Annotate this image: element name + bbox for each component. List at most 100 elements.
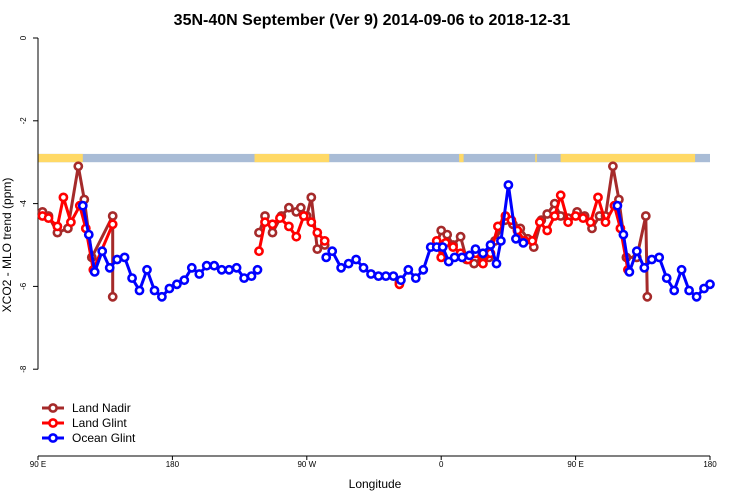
- y-tick-label: -2: [19, 117, 28, 125]
- data-point: [478, 248, 488, 259]
- data-point: [89, 266, 100, 277]
- data-point: [295, 202, 306, 213]
- legend-label: Land Nadir: [72, 401, 131, 415]
- data-point: [312, 244, 323, 254]
- y-tick-label: -6: [19, 282, 28, 290]
- series-line: [615, 205, 711, 299]
- data-point: [600, 217, 611, 228]
- data-point: [83, 229, 94, 240]
- data-point: [448, 242, 458, 252]
- y-tick-label: 0: [19, 35, 28, 40]
- data-point: [654, 252, 665, 263]
- data-point: [518, 237, 529, 248]
- axes: 0 -2 -4 -6 -8 90 E 180 90 W 0 90 E 180: [19, 35, 717, 469]
- data-point: [142, 264, 152, 275]
- data-point: [470, 244, 481, 254]
- data-point: [104, 262, 115, 273]
- data-point: [418, 264, 429, 275]
- data-point: [97, 246, 108, 257]
- data-point: [252, 264, 263, 275]
- x-tick-label: 180: [703, 460, 717, 469]
- data-point: [457, 252, 467, 263]
- land-band-segment: [535, 153, 537, 163]
- data-point: [570, 211, 581, 221]
- data-point: [231, 262, 242, 273]
- data-point: [291, 231, 302, 242]
- land-band-segment: [254, 153, 330, 163]
- data-point: [306, 192, 317, 203]
- land-band-segment: [560, 153, 696, 163]
- legend-label: Ocean Glint: [72, 431, 136, 445]
- legend-marker: [48, 403, 58, 413]
- data-point: [455, 231, 466, 242]
- series-layer: [37, 161, 715, 302]
- data-point: [127, 273, 137, 283]
- data-point: [388, 271, 399, 281]
- land-ocean-band: [38, 153, 710, 163]
- data-point: [107, 291, 118, 302]
- x-tick-label: 90 E: [567, 460, 583, 469]
- data-point: [492, 221, 503, 232]
- data-point: [107, 211, 118, 221]
- data-point: [283, 221, 294, 232]
- data-point: [283, 202, 294, 213]
- land-band-segment: [38, 153, 83, 163]
- x-axis-label: Longitude: [349, 477, 402, 491]
- data-point: [661, 273, 672, 283]
- data-point: [618, 229, 629, 240]
- data-point: [156, 291, 167, 302]
- data-point: [201, 260, 212, 271]
- data-point: [194, 269, 205, 279]
- data-point: [691, 291, 702, 302]
- data-point: [164, 283, 175, 294]
- data-point: [298, 211, 309, 221]
- data-point: [343, 258, 354, 269]
- data-point: [527, 235, 538, 246]
- data-point: [542, 225, 553, 236]
- data-point: [239, 273, 249, 283]
- data-point: [395, 275, 406, 286]
- data-point: [254, 246, 264, 257]
- series-line: [435, 164, 649, 297]
- data-point: [464, 250, 475, 261]
- series-line: [81, 205, 259, 299]
- data-point: [503, 180, 514, 190]
- data-point: [631, 246, 642, 257]
- data-point: [267, 219, 278, 230]
- data-point: [336, 262, 346, 273]
- data-point: [52, 221, 63, 232]
- data-point: [224, 264, 234, 275]
- data-point: [578, 213, 588, 223]
- y-axis-label: XCO2 - MLO trend (ppm): [0, 178, 14, 313]
- data-point: [436, 252, 447, 263]
- ocean-band: [38, 153, 710, 163]
- data-point: [149, 285, 160, 296]
- data-point: [171, 279, 182, 290]
- data-point: [43, 213, 54, 223]
- legend-label: Land Glint: [72, 416, 127, 430]
- data-point: [669, 285, 680, 296]
- data-point: [267, 227, 278, 238]
- data-point: [312, 227, 323, 238]
- data-point: [58, 192, 69, 203]
- data-point: [563, 217, 573, 228]
- data-point: [555, 190, 566, 201]
- data-point: [549, 211, 560, 221]
- data-point: [77, 200, 88, 211]
- data-point: [134, 285, 145, 296]
- data-point: [246, 271, 257, 281]
- data-point: [442, 229, 453, 240]
- data-point: [112, 254, 122, 265]
- data-point: [351, 254, 361, 265]
- y-tick-label: -4: [19, 199, 28, 207]
- data-point: [684, 285, 694, 296]
- data-point: [306, 217, 317, 228]
- data-point: [449, 252, 460, 263]
- x-tick-label: 0: [439, 460, 444, 469]
- data-point: [437, 242, 448, 252]
- x-tick-label: 90 W: [297, 460, 316, 469]
- data-point: [274, 213, 285, 223]
- legend-marker: [48, 433, 58, 443]
- data-point: [119, 252, 130, 263]
